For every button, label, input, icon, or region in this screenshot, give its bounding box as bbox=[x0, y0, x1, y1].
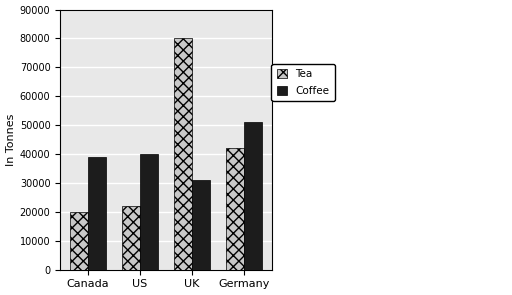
Bar bbox=[140, 154, 158, 270]
Legend: Tea, Coffee: Tea, Coffee bbox=[271, 64, 335, 101]
Bar bbox=[70, 212, 88, 270]
Y-axis label: In Tonnes: In Tonnes bbox=[6, 114, 15, 166]
Bar bbox=[192, 180, 210, 270]
Bar bbox=[244, 122, 263, 270]
Bar bbox=[174, 38, 192, 270]
Bar bbox=[122, 206, 140, 270]
Bar bbox=[226, 148, 244, 270]
Bar bbox=[88, 157, 106, 270]
